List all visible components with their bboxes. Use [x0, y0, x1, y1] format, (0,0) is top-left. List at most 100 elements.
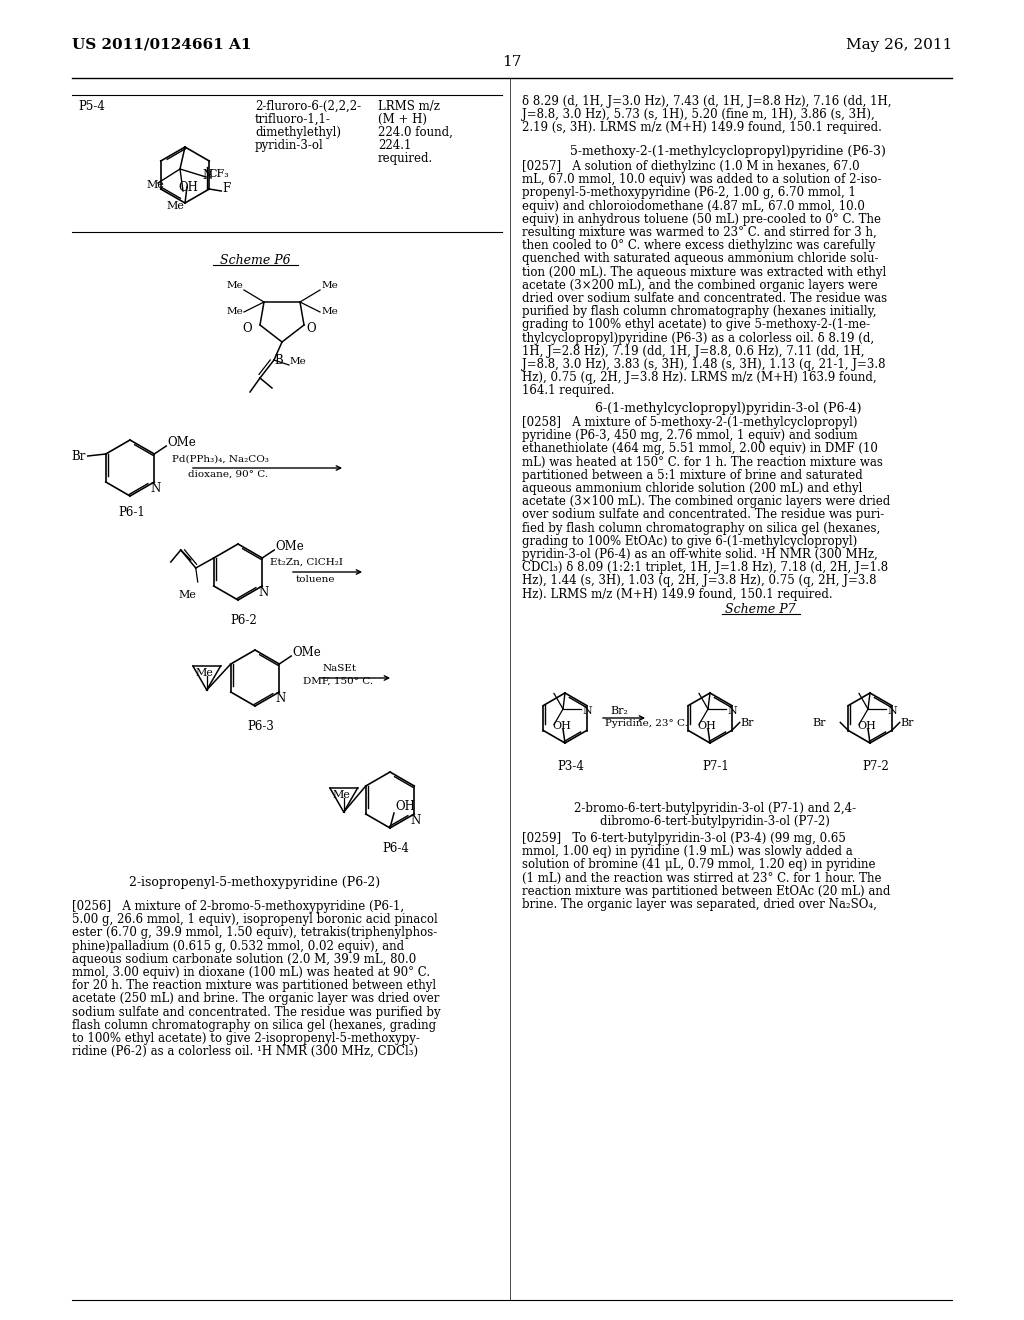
Text: N: N [888, 705, 897, 715]
Text: OMe: OMe [167, 437, 196, 450]
Text: mL, 67.0 mmol, 10.0 equiv) was added to a solution of 2-iso-: mL, 67.0 mmol, 10.0 equiv) was added to … [522, 173, 882, 186]
Text: solution of bromine (41 μL, 0.79 mmol, 1.20 eq) in pyridine: solution of bromine (41 μL, 0.79 mmol, 1… [522, 858, 876, 871]
Text: phine)palladium (0.615 g, 0.532 mmol, 0.02 equiv), and: phine)palladium (0.615 g, 0.532 mmol, 0.… [72, 940, 404, 953]
Text: pyridin-3-ol: pyridin-3-ol [255, 139, 324, 152]
Text: Scheme P7: Scheme P7 [725, 603, 796, 616]
Text: reaction mixture was partitioned between EtOAc (20 mL) and: reaction mixture was partitioned between… [522, 884, 891, 898]
Text: brine. The organic layer was separated, dried over Na₂SO₄,: brine. The organic layer was separated, … [522, 898, 877, 911]
Text: OMe: OMe [292, 647, 321, 660]
Text: 17: 17 [503, 55, 521, 69]
Text: N: N [258, 586, 268, 598]
Text: (1 mL) and the reaction was stirred at 23° C. for 1 hour. The: (1 mL) and the reaction was stirred at 2… [522, 871, 882, 884]
Text: J=8.8, 3.0 Hz), 3.83 (s, 3H), 1.48 (s, 3H), 1.13 (q, 21-1, J=3.8: J=8.8, 3.0 Hz), 3.83 (s, 3H), 1.48 (s, 3… [522, 358, 886, 371]
Text: Me: Me [196, 668, 214, 678]
Text: ridine (P6-2) as a colorless oil. ¹H NMR (300 MHz, CDCl₃): ridine (P6-2) as a colorless oil. ¹H NMR… [72, 1045, 418, 1059]
Text: resulting mixture was warmed to 23° C. and stirred for 3 h,: resulting mixture was warmed to 23° C. a… [522, 226, 877, 239]
Text: mmol, 3.00 equiv) in dioxane (100 mL) was heated at 90° C.: mmol, 3.00 equiv) in dioxane (100 mL) wa… [72, 966, 430, 979]
Text: dibromo-6-tert-butylpyridin-3-ol (P7-2): dibromo-6-tert-butylpyridin-3-ol (P7-2) [600, 814, 829, 828]
Text: P7-2: P7-2 [862, 760, 889, 774]
Text: to 100% ethyl acetate) to give 2-isopropenyl-5-methoxypy-: to 100% ethyl acetate) to give 2-isoprop… [72, 1032, 420, 1045]
Text: [0258]   A mixture of 5-methoxy-2-(1-methylcyclopropyl): [0258] A mixture of 5-methoxy-2-(1-methy… [522, 416, 857, 429]
Text: trifluoro-1,1-: trifluoro-1,1- [255, 114, 331, 125]
Text: P6-3: P6-3 [247, 719, 273, 733]
Text: equiv) in anhydrous toluene (50 mL) pre-cooled to 0° C. The: equiv) in anhydrous toluene (50 mL) pre-… [522, 213, 881, 226]
Text: N: N [411, 813, 421, 826]
Text: partitioned between a 5:1 mixture of brine and saturated: partitioned between a 5:1 mixture of bri… [522, 469, 863, 482]
Text: 2-isopropenyl-5-methoxypyridine (P6-2): 2-isopropenyl-5-methoxypyridine (P6-2) [129, 876, 381, 888]
Text: dimethylethyl): dimethylethyl) [255, 125, 341, 139]
Text: N: N [202, 169, 212, 182]
Text: Br₂: Br₂ [610, 706, 628, 715]
Text: Et₂Zn, ClCH₂I: Et₂Zn, ClCH₂I [269, 558, 342, 568]
Text: Me: Me [226, 281, 243, 290]
Text: acetate (250 mL) and brine. The organic layer was dried over: acetate (250 mL) and brine. The organic … [72, 993, 439, 1006]
Text: 164.1 required.: 164.1 required. [522, 384, 614, 397]
Text: tion (200 mL). The aqueous mixture was extracted with ethyl: tion (200 mL). The aqueous mixture was e… [522, 265, 886, 279]
Text: 6-(1-methylcyclopropyl)pyridin-3-ol (P6-4): 6-(1-methylcyclopropyl)pyridin-3-ol (P6-… [595, 403, 861, 414]
Text: for 20 h. The reaction mixture was partitioned between ethyl: for 20 h. The reaction mixture was parti… [72, 979, 436, 993]
Text: Br: Br [813, 718, 826, 729]
Text: DMF, 150° C.: DMF, 150° C. [303, 677, 373, 686]
Text: Me: Me [179, 590, 197, 601]
Text: flash column chromatography on silica gel (hexanes, grading: flash column chromatography on silica ge… [72, 1019, 436, 1032]
Text: LRMS m/z: LRMS m/z [378, 100, 440, 114]
Text: dioxane, 90° C.: dioxane, 90° C. [188, 470, 268, 479]
Text: 1H, J=2.8 Hz), 7.19 (dd, 1H, J=8.8, 0.6 Hz), 7.11 (dd, 1H,: 1H, J=2.8 Hz), 7.19 (dd, 1H, J=8.8, 0.6 … [522, 345, 864, 358]
Text: [0259]   To 6-tert-butylpyridin-3-ol (P3-4) (99 mg, 0.65: [0259] To 6-tert-butylpyridin-3-ol (P3-4… [522, 832, 846, 845]
Text: Hz), 0.75 (q, 2H, J=3.8 Hz). LRMS m/z (M+H) 163.9 found,: Hz), 0.75 (q, 2H, J=3.8 Hz). LRMS m/z (M… [522, 371, 877, 384]
Text: CF₃: CF₃ [208, 169, 228, 180]
Text: P6-2: P6-2 [230, 614, 257, 627]
Text: acetate (3×200 mL), and the combined organic layers were: acetate (3×200 mL), and the combined org… [522, 279, 878, 292]
Text: OH: OH [553, 721, 571, 731]
Text: O: O [243, 322, 252, 335]
Text: NaSEt: NaSEt [323, 664, 357, 673]
Text: (M + H): (M + H) [378, 114, 427, 125]
Text: Pyridine, 23° C.: Pyridine, 23° C. [605, 719, 688, 729]
Text: N: N [583, 705, 593, 715]
Text: J=8.8, 3.0 Hz), 5.73 (s, 1H), 5.20 (fine m, 1H), 3.86 (s, 3H),: J=8.8, 3.0 Hz), 5.73 (s, 1H), 5.20 (fine… [522, 108, 874, 121]
Text: Me: Me [226, 308, 243, 317]
Text: OH: OH [395, 800, 415, 813]
Text: P7-1: P7-1 [702, 760, 729, 774]
Text: Hz). LRMS m/z (M+H) 149.9 found, 150.1 required.: Hz). LRMS m/z (M+H) 149.9 found, 150.1 r… [522, 587, 833, 601]
Text: required.: required. [378, 152, 433, 165]
Text: sodium sulfate and concentrated. The residue was purified by: sodium sulfate and concentrated. The res… [72, 1006, 440, 1019]
Text: B: B [274, 354, 284, 367]
Text: Br: Br [740, 718, 754, 729]
Text: toluene: toluene [295, 576, 335, 583]
Text: OH: OH [697, 721, 717, 731]
Text: N: N [151, 482, 161, 495]
Text: N: N [728, 705, 737, 715]
Text: ethanethiolate (464 mg, 5.51 mmol, 2.00 equiv) in DMF (10: ethanethiolate (464 mg, 5.51 mmol, 2.00 … [522, 442, 878, 455]
Text: pyridine (P6-3, 450 mg, 2.76 mmol, 1 equiv) and sodium: pyridine (P6-3, 450 mg, 2.76 mmol, 1 equ… [522, 429, 858, 442]
Text: US 2011/0124661 A1: US 2011/0124661 A1 [72, 38, 252, 51]
Text: thylcyclopropyl)pyridine (P6-3) as a colorless oil. δ 8.19 (d,: thylcyclopropyl)pyridine (P6-3) as a col… [522, 331, 874, 345]
Text: ester (6.70 g, 39.9 mmol, 1.50 equiv), tetrakis(triphenylphos-: ester (6.70 g, 39.9 mmol, 1.50 equiv), t… [72, 927, 437, 940]
Text: Me: Me [322, 281, 339, 290]
Text: acetate (3×100 mL). The combined organic layers were dried: acetate (3×100 mL). The combined organic… [522, 495, 890, 508]
Text: δ 8.29 (d, 1H, J=3.0 Hz), 7.43 (d, 1H, J=8.8 Hz), 7.16 (dd, 1H,: δ 8.29 (d, 1H, J=3.0 Hz), 7.43 (d, 1H, J… [522, 95, 892, 108]
Text: 2-fluroro-6-(2,2,2-: 2-fluroro-6-(2,2,2- [255, 100, 361, 114]
Text: 5-methoxy-2-(1-methylcyclopropyl)pyridine (P6-3): 5-methoxy-2-(1-methylcyclopropyl)pyridin… [570, 145, 886, 158]
Text: then cooled to 0° C. where excess diethylzinc was carefully: then cooled to 0° C. where excess diethy… [522, 239, 876, 252]
Text: CDCl₃) δ 8.09 (1:2:1 triplet, 1H, J=1.8 Hz), 7.18 (d, 2H, J=1.8: CDCl₃) δ 8.09 (1:2:1 triplet, 1H, J=1.8 … [522, 561, 888, 574]
Text: P5-4: P5-4 [78, 100, 104, 114]
Text: P6-4: P6-4 [382, 842, 409, 855]
Text: OMe: OMe [275, 540, 304, 553]
Text: 5.00 g, 26.6 mmol, 1 equiv), isopropenyl boronic acid pinacol: 5.00 g, 26.6 mmol, 1 equiv), isopropenyl… [72, 913, 437, 927]
Text: Me: Me [146, 180, 164, 190]
Text: Me: Me [333, 789, 350, 800]
Text: Br: Br [72, 450, 86, 462]
Text: O: O [306, 322, 315, 335]
Text: P6-1: P6-1 [118, 506, 144, 519]
Text: propenyl-5-methoxypyridine (P6-2, 1.00 g, 6.70 mmol, 1: propenyl-5-methoxypyridine (P6-2, 1.00 g… [522, 186, 856, 199]
Text: equiv) and chloroiodomethane (4.87 mL, 67.0 mmol, 10.0: equiv) and chloroiodomethane (4.87 mL, 6… [522, 199, 865, 213]
Text: pyridin-3-ol (P6-4) as an off-white solid. ¹H NMR (300 MHz,: pyridin-3-ol (P6-4) as an off-white soli… [522, 548, 878, 561]
Text: Scheme P6: Scheme P6 [220, 253, 291, 267]
Text: Hz), 1.44 (s, 3H), 1.03 (q, 2H, J=3.8 Hz), 0.75 (q, 2H, J=3.8: Hz), 1.44 (s, 3H), 1.03 (q, 2H, J=3.8 Hz… [522, 574, 877, 587]
Text: quenched with saturated aqueous ammonium chloride solu-: quenched with saturated aqueous ammonium… [522, 252, 879, 265]
Text: Br: Br [901, 718, 914, 729]
Text: aqueous sodium carbonate solution (2.0 M, 39.9 mL, 80.0: aqueous sodium carbonate solution (2.0 M… [72, 953, 416, 966]
Text: 224.1: 224.1 [378, 139, 412, 152]
Text: grading to 100% EtOAc) to give 6-(1-methylcyclopropyl): grading to 100% EtOAc) to give 6-(1-meth… [522, 535, 857, 548]
